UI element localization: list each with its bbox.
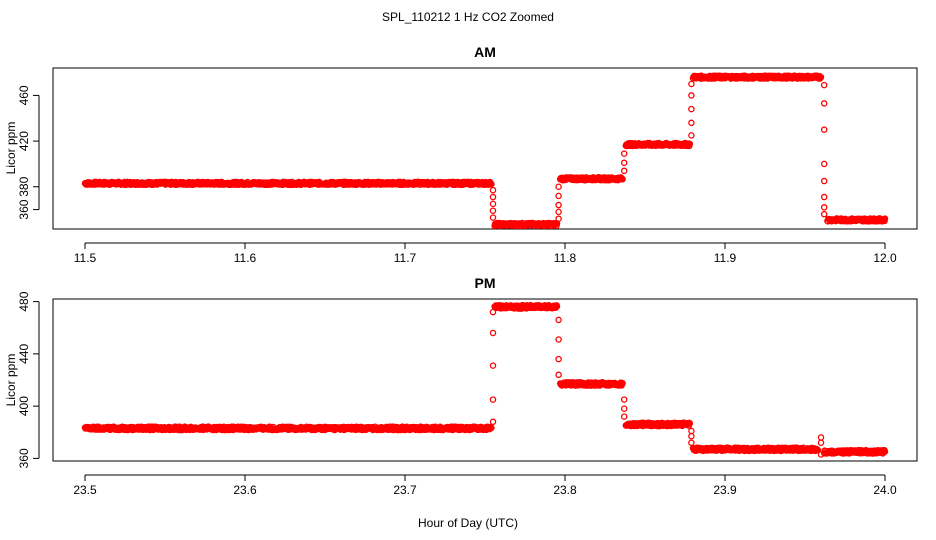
am-points bbox=[81, 72, 889, 230]
pm-transition-point bbox=[555, 336, 562, 343]
am-transition-point bbox=[820, 81, 828, 89]
am-x-tick-label: 11.5 bbox=[74, 251, 97, 265]
am-transition-point bbox=[688, 119, 695, 127]
pm-panel-title: PM bbox=[475, 275, 496, 291]
am-transition-point bbox=[620, 167, 628, 175]
pm-x-tick-label: 23.6 bbox=[233, 483, 257, 497]
am-transition-point bbox=[688, 132, 695, 139]
am-x-tick-label: 11.6 bbox=[234, 251, 257, 265]
am-data-point bbox=[488, 180, 495, 188]
am-transition-point bbox=[555, 201, 562, 209]
pm-x-tick-label: 23.5 bbox=[73, 483, 97, 497]
am-panel-title: AM bbox=[474, 44, 496, 60]
pm-data-point bbox=[686, 420, 694, 427]
am-axes: 11.5 11.6 11.7 11.8 11.9 12.0 360 380 420 460 bbox=[17, 85, 897, 265]
am-transition-point bbox=[489, 207, 497, 214]
am-panel: AM Licor ppm 11.5 11.6 11.7 11.8 11.9 12.0 360… bbox=[4, 44, 918, 265]
am-transition-point bbox=[489, 186, 497, 194]
am-y-axis-label: Licor ppm bbox=[4, 122, 18, 175]
pm-transition-point bbox=[688, 439, 695, 446]
am-transition-point bbox=[555, 183, 562, 191]
pm-y-tick-label: 400 bbox=[17, 396, 31, 416]
pm-data-point bbox=[488, 424, 495, 432]
am-transition-point bbox=[555, 208, 562, 216]
pm-plot-frame bbox=[52, 298, 918, 462]
pm-transition-point bbox=[555, 371, 562, 379]
pm-data-point bbox=[881, 448, 889, 455]
am-transition-point bbox=[688, 92, 695, 99]
am-transition-point bbox=[820, 126, 828, 133]
am-x-tick-label: 11.7 bbox=[394, 251, 417, 265]
am-transition-point bbox=[620, 150, 628, 157]
pm-data-point bbox=[553, 303, 561, 310]
chart-main-title: SPL_110212 1 Hz CO2 Zoomed bbox=[382, 10, 554, 24]
pm-x-tick-label: 24.0 bbox=[873, 483, 897, 497]
pm-panel: PM Licor ppm 23.5 23.6 23.7 23.8 23.9 24.0 360… bbox=[4, 275, 918, 497]
pm-y-axis-label: Licor ppm bbox=[4, 354, 18, 407]
am-plot-frame bbox=[52, 67, 918, 230]
pm-y-tick-label: 440 bbox=[17, 344, 31, 364]
pm-transition-point bbox=[489, 362, 497, 369]
pm-transition-point bbox=[555, 316, 562, 324]
pm-y-tick-label: 480 bbox=[17, 291, 31, 311]
pm-axes: 23.5 23.6 23.7 23.8 23.9 24.0 360 400 440 480 bbox=[17, 291, 897, 497]
pm-transition-point bbox=[489, 396, 497, 403]
pm-y-tick-label: 360 bbox=[17, 448, 31, 468]
pm-x-tick-label: 23.8 bbox=[553, 483, 577, 497]
am-data-point bbox=[881, 215, 889, 222]
am-transition-point bbox=[489, 193, 497, 201]
am-transition-point bbox=[489, 200, 497, 208]
pm-transition-point bbox=[817, 434, 825, 441]
am-transition-point bbox=[820, 210, 828, 218]
pm-transition-point bbox=[555, 355, 562, 363]
am-transition-point bbox=[489, 214, 497, 221]
am-transition-point bbox=[820, 193, 828, 201]
am-data-point bbox=[686, 140, 694, 148]
pm-transition-point bbox=[688, 432, 695, 440]
am-transition-point bbox=[820, 204, 828, 211]
pm-data-point bbox=[814, 446, 822, 454]
am-transition-point bbox=[688, 105, 695, 113]
pm-transition-point bbox=[620, 405, 628, 412]
pm-transition-point bbox=[817, 451, 825, 458]
am-transition-point bbox=[555, 215, 562, 222]
pm-x-tick-label: 23.7 bbox=[393, 483, 417, 497]
am-y-tick-label: 460 bbox=[17, 85, 31, 105]
pm-transition-point bbox=[688, 427, 695, 435]
am-x-tick-label: 11.9 bbox=[714, 251, 737, 265]
am-x-tick-label: 12.0 bbox=[873, 251, 897, 265]
pm-transition-point bbox=[620, 413, 628, 420]
am-data-point bbox=[619, 175, 626, 183]
am-transition-point bbox=[620, 159, 628, 167]
am-y-tick-label: 360 bbox=[17, 199, 31, 219]
am-transition-point bbox=[688, 80, 695, 88]
pm-data-point bbox=[619, 380, 626, 387]
pm-x-tick-label: 23.9 bbox=[713, 483, 737, 497]
am-x-tick-label: 11.8 bbox=[554, 251, 577, 265]
am-y-tick-label: 420 bbox=[17, 131, 31, 151]
pm-transition-point bbox=[489, 418, 497, 426]
am-transition-point bbox=[820, 100, 828, 107]
pm-transition-point bbox=[817, 439, 825, 446]
pm-transition-point bbox=[620, 396, 628, 403]
am-transition-point bbox=[555, 192, 562, 200]
am-transition-point bbox=[820, 160, 828, 168]
x-axis-label: Hour of Day (UTC) bbox=[418, 516, 518, 530]
am-y-tick-label: 380 bbox=[17, 176, 31, 196]
am-data-point bbox=[817, 73, 825, 81]
pm-transition-point bbox=[489, 329, 497, 337]
am-transition-point bbox=[820, 177, 828, 185]
pm-transition-point bbox=[489, 308, 497, 316]
pm-points bbox=[81, 301, 889, 458]
